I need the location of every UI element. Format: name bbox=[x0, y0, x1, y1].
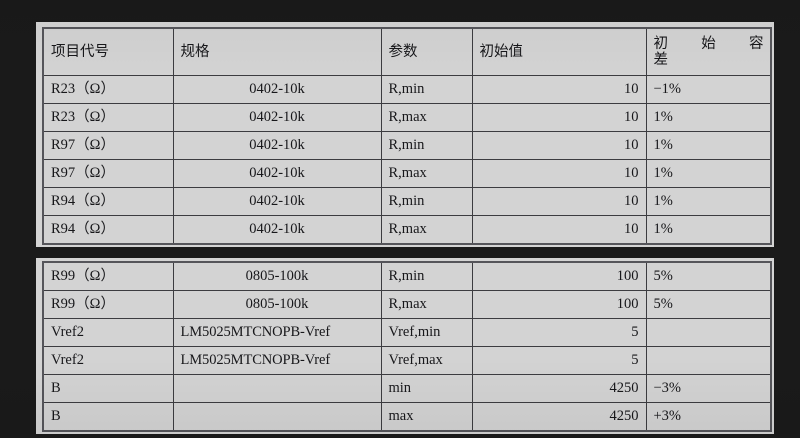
cell-spec bbox=[172, 374, 382, 403]
table-row: R94（Ω） 0402-10k R,max 10 1% 10.1 bbox=[42, 215, 772, 245]
cell-parameter: Vref,min bbox=[380, 318, 473, 347]
cell-item-code: R23（Ω） bbox=[42, 103, 174, 132]
cell-spec: 0402-10k bbox=[172, 187, 382, 216]
column-header-spec: 规格 bbox=[172, 27, 382, 76]
table-header-row: 项目代号 规格 参数 初始值 初 始 容差 25° C bbox=[42, 27, 772, 76]
cell-item-code: Vref2 bbox=[42, 318, 174, 347]
cell-item-code: Vref2 bbox=[42, 346, 174, 375]
cell-initial-tolerance: 1% bbox=[645, 159, 772, 188]
cell-parameter: R,min bbox=[380, 131, 473, 160]
cell-spec: 0402-10k bbox=[172, 103, 382, 132]
cell-item-code: R99（Ω） bbox=[42, 261, 174, 291]
table-row: R97（Ω） 0402-10k R,max 10 1% 10.1 bbox=[42, 159, 772, 188]
cell-parameter: R,max bbox=[380, 103, 473, 132]
table-row: R99（Ω） 0805-100k R,min 100 5% 95 bbox=[42, 261, 772, 291]
cell-initial-value: 10 bbox=[471, 75, 647, 104]
table-row: R23（Ω） 0402-10k R,max 10 1% 10.1 bbox=[42, 103, 772, 132]
column-header-initial-tolerance-line2: 差 bbox=[653, 52, 669, 68]
cell-parameter: R,max bbox=[380, 290, 473, 319]
cell-parameter: R,min bbox=[380, 75, 473, 104]
cell-initial-tolerance bbox=[645, 318, 772, 347]
cell-initial-value: 10 bbox=[471, 187, 647, 216]
cell-initial-tolerance: −1% bbox=[645, 75, 772, 104]
column-header-parameter: 参数 bbox=[380, 27, 473, 76]
cell-item-code: R97（Ω） bbox=[42, 131, 174, 160]
cell-initial-tolerance: 5% bbox=[645, 290, 772, 319]
cell-spec: LM5025MTCNOPB-Vref bbox=[172, 346, 382, 375]
column-header-initial-value: 初始值 bbox=[471, 27, 647, 76]
table-bottom: R99（Ω） 0805-100k R,min 100 5% 95 R99（Ω） … bbox=[42, 261, 772, 432]
cell-item-code: B bbox=[42, 402, 174, 432]
table-row: R99（Ω） 0805-100k R,max 100 5% 105 bbox=[42, 290, 772, 319]
component-tolerance-table-bottom: R99（Ω） 0805-100k R,min 100 5% 95 R99（Ω） … bbox=[42, 261, 772, 432]
cell-spec: 0402-10k bbox=[172, 215, 382, 245]
column-header-item-code: 项目代号 bbox=[42, 27, 174, 76]
table-row: R94（Ω） 0402-10k R,min 10 1% 9.9 bbox=[42, 187, 772, 216]
cell-parameter: R,max bbox=[380, 159, 473, 188]
cell-initial-tolerance: 1% bbox=[645, 187, 772, 216]
cell-initial-value: 5 bbox=[471, 346, 647, 375]
table-row: Vref2 LM5025MTCNOPB-Vref Vref,max 5 5.15 bbox=[42, 346, 772, 375]
table-row: B max 4250 +3% 4377.5 bbox=[42, 402, 772, 432]
cell-spec: 0402-10k bbox=[172, 159, 382, 188]
cell-parameter: max bbox=[380, 402, 473, 432]
cell-parameter: R,max bbox=[380, 215, 473, 245]
cell-item-code: B bbox=[42, 374, 174, 403]
cell-initial-value: 10 bbox=[471, 159, 647, 188]
cell-parameter: R,min bbox=[380, 261, 473, 291]
table-row: R23（Ω） 0402-10k R,min 10 −1% 9.9 bbox=[42, 75, 772, 104]
table-top: 项目代号 规格 参数 初始值 初 始 容差 25° C R23（Ω） 0402-… bbox=[42, 27, 772, 245]
cell-initial-value: 4250 bbox=[471, 374, 647, 403]
cell-spec: 0805-100k bbox=[172, 290, 382, 319]
cell-initial-value: 100 bbox=[471, 290, 647, 319]
cell-item-code: R94（Ω） bbox=[42, 187, 174, 216]
cell-spec: 0402-10k bbox=[172, 75, 382, 104]
cell-initial-tolerance bbox=[645, 346, 772, 375]
cell-spec: 0402-10k bbox=[172, 131, 382, 160]
cell-initial-value: 5 bbox=[471, 318, 647, 347]
column-header-initial-tolerance-line1: 初 始 容 bbox=[653, 35, 764, 52]
cell-parameter: R,min bbox=[380, 187, 473, 216]
cell-initial-value: 10 bbox=[471, 131, 647, 160]
table-row: R97（Ω） 0402-10k R,min 10 1% 9.9 bbox=[42, 131, 772, 160]
table-row: B min 4250 −3% 4122.5 bbox=[42, 374, 772, 403]
cell-initial-tolerance: −3% bbox=[645, 374, 772, 403]
cell-initial-tolerance: 1% bbox=[645, 215, 772, 245]
cell-initial-tolerance: +3% bbox=[645, 402, 772, 432]
cell-initial-value: 10 bbox=[471, 215, 647, 245]
cell-initial-value: 4250 bbox=[471, 402, 647, 432]
cell-parameter: min bbox=[380, 374, 473, 403]
cell-item-code: R23（Ω） bbox=[42, 75, 174, 104]
column-header-initial-tolerance: 初 始 容差 bbox=[645, 27, 772, 76]
cell-spec bbox=[172, 402, 382, 432]
cell-spec: LM5025MTCNOPB-Vref bbox=[172, 318, 382, 347]
cell-initial-value: 10 bbox=[471, 103, 647, 132]
component-tolerance-table-top: 项目代号 规格 参数 初始值 初 始 容差 25° C R23（Ω） 0402-… bbox=[42, 27, 772, 245]
cell-spec: 0805-100k bbox=[172, 261, 382, 291]
cell-item-code: R99（Ω） bbox=[42, 290, 174, 319]
cell-initial-tolerance: 1% bbox=[645, 131, 772, 160]
cell-item-code: R97（Ω） bbox=[42, 159, 174, 188]
cell-parameter: Vref,max bbox=[380, 346, 473, 375]
table-row: Vref2 LM5025MTCNOPB-Vref Vref,min 5 4.85 bbox=[42, 318, 772, 347]
cell-initial-tolerance: 1% bbox=[645, 103, 772, 132]
cell-initial-tolerance: 5% bbox=[645, 261, 772, 291]
cell-initial-value: 100 bbox=[471, 261, 647, 291]
cell-item-code: R94（Ω） bbox=[42, 215, 174, 245]
